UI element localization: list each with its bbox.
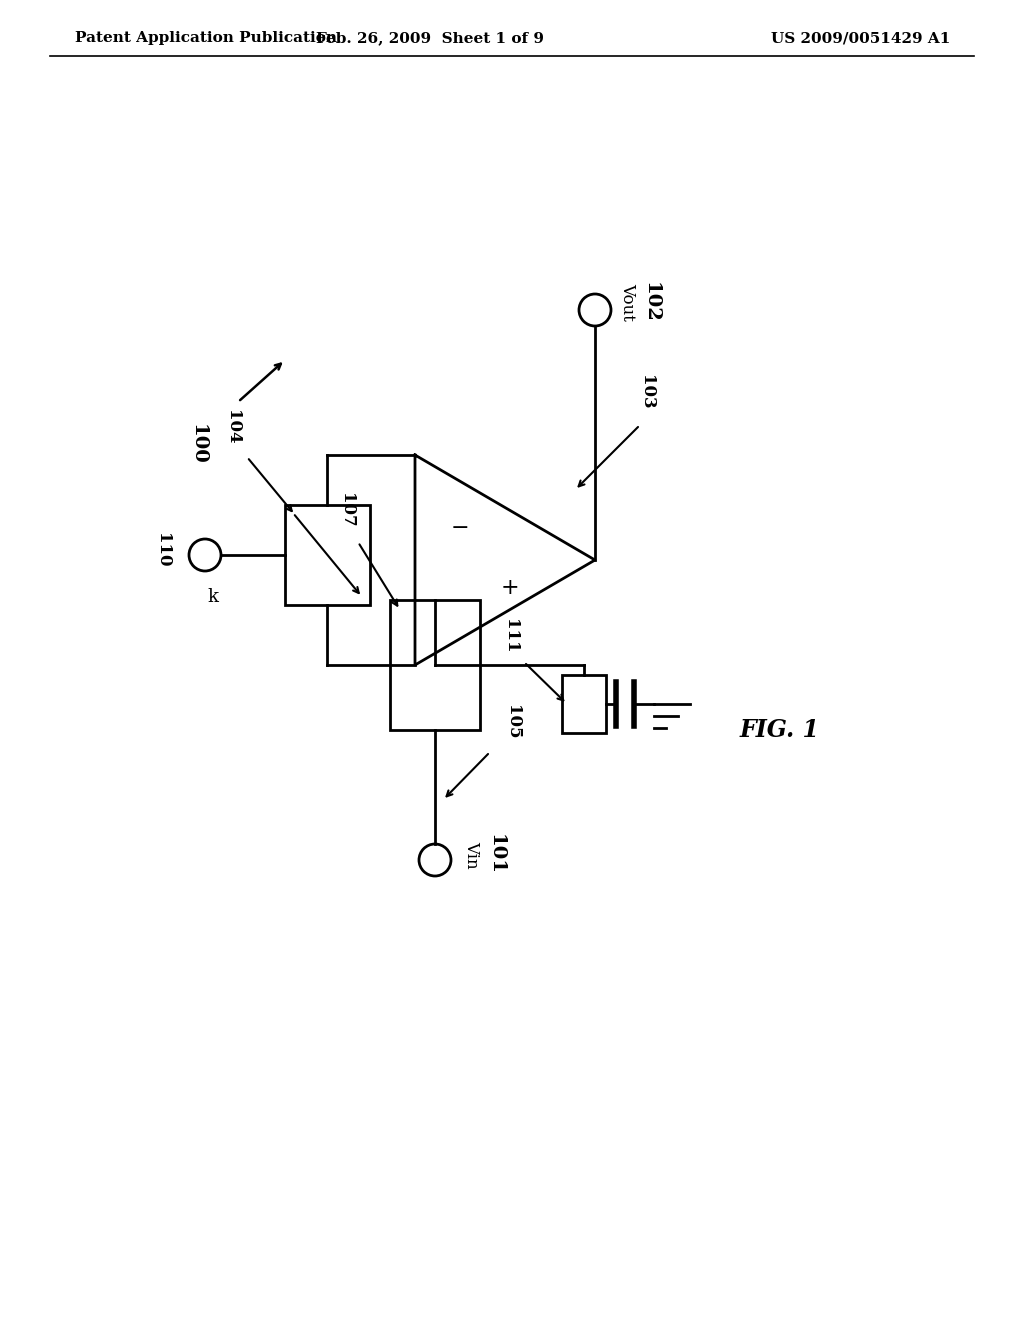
Bar bbox=[285, 506, 370, 605]
Text: 107: 107 bbox=[338, 492, 354, 527]
Text: −: − bbox=[451, 517, 469, 539]
Text: 101: 101 bbox=[487, 834, 505, 875]
Text: 102: 102 bbox=[642, 281, 660, 322]
Text: FIG. 1: FIG. 1 bbox=[740, 718, 820, 742]
Text: k: k bbox=[208, 587, 218, 606]
Text: 105: 105 bbox=[505, 705, 521, 739]
Text: Feb. 26, 2009  Sheet 1 of 9: Feb. 26, 2009 Sheet 1 of 9 bbox=[316, 30, 544, 45]
Text: 110: 110 bbox=[155, 533, 171, 568]
Text: Patent Application Publication: Patent Application Publication bbox=[75, 30, 337, 45]
Text: 100: 100 bbox=[189, 424, 207, 465]
Text: 104: 104 bbox=[224, 409, 242, 445]
Text: Vout: Vout bbox=[618, 282, 636, 321]
Text: US 2009/0051429 A1: US 2009/0051429 A1 bbox=[771, 30, 950, 45]
Bar bbox=[562, 675, 606, 733]
Text: Vin: Vin bbox=[463, 841, 480, 869]
Text: 111: 111 bbox=[502, 619, 518, 653]
Text: 103: 103 bbox=[639, 375, 655, 409]
Text: +: + bbox=[501, 577, 519, 599]
Bar bbox=[390, 601, 480, 730]
